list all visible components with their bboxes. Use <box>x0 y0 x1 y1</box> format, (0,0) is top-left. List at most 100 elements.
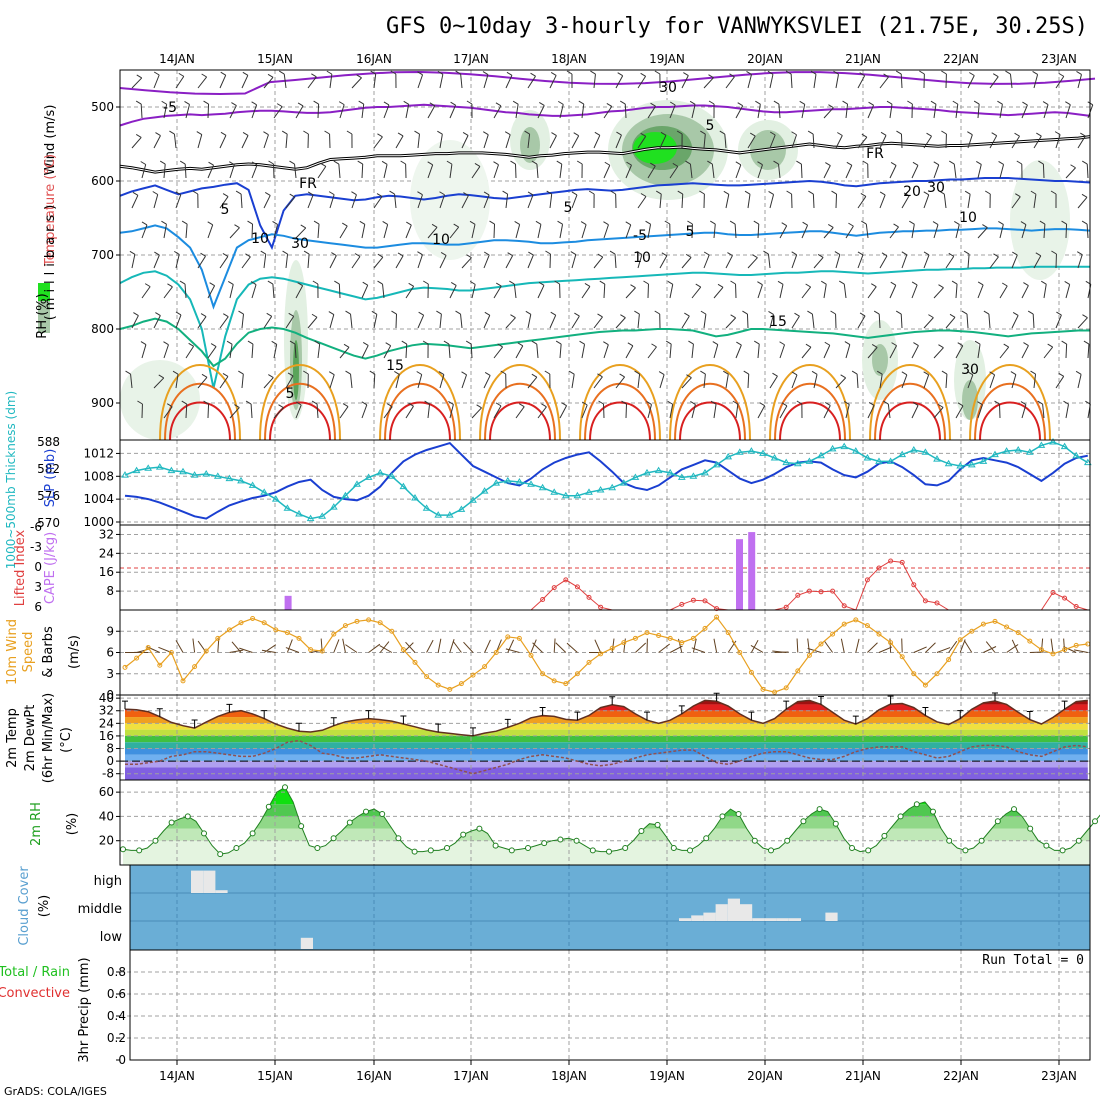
wind-barb <box>251 164 258 179</box>
rh2m-ylabel-1: 2m RH <box>29 802 44 846</box>
wind-barb-flag <box>799 100 805 105</box>
wind-barb-flag <box>222 253 229 257</box>
surface-wind-barb <box>807 638 810 653</box>
wind-barb-flag <box>289 193 296 198</box>
wind-barb-flag <box>736 341 742 346</box>
wind-barb <box>603 224 609 239</box>
wind-barb <box>857 315 866 329</box>
surface-wind-barb <box>285 647 300 653</box>
wind-barb-flag <box>923 371 929 376</box>
wind-barb-flag <box>634 370 640 375</box>
wind-barb <box>383 345 392 359</box>
cape-bar <box>748 532 756 610</box>
wind-barb-flag <box>710 220 716 225</box>
wind-barb <box>263 377 274 389</box>
wind-barb <box>769 134 776 149</box>
surface-wind-barb <box>1050 638 1054 653</box>
thickness-marker <box>225 474 234 482</box>
wind-speed-marker <box>667 635 673 641</box>
surface-wind-barb <box>840 638 845 653</box>
warm-isotherm-loop <box>259 364 341 441</box>
freezing-level-inner <box>119 136 1091 173</box>
wind-barb <box>1087 343 1090 359</box>
wind-barb <box>778 164 781 179</box>
thickness-marker <box>793 459 802 467</box>
wind-barb-flag <box>422 340 429 345</box>
wind-barb <box>955 104 959 119</box>
wind-barb <box>285 134 288 149</box>
wind-barb-flag <box>923 251 930 256</box>
thickness-marker <box>283 504 292 511</box>
wind-barb <box>901 374 908 389</box>
thickness-marker <box>747 447 756 454</box>
wind-barb <box>845 165 853 179</box>
thickness-marker <box>237 476 245 484</box>
wind-barb-flag <box>1012 311 1019 316</box>
wind-barb-flag <box>687 220 693 225</box>
wind-barb-flag <box>1058 72 1065 77</box>
wind-barb-flag <box>886 100 893 105</box>
wind-barb <box>823 405 831 419</box>
wind-barb-flag <box>606 102 613 107</box>
wind-barb <box>449 285 457 299</box>
thickness-marker <box>759 449 767 456</box>
wind-barb <box>865 224 869 239</box>
wind-barb-flag <box>1050 190 1057 195</box>
wind-barb-flag <box>377 253 384 258</box>
wind-barb-flag <box>811 370 818 375</box>
wind-barb <box>713 344 719 359</box>
wind-barb <box>757 284 763 299</box>
wind-barb-flag <box>1065 101 1071 106</box>
wind-speed-marker <box>714 614 720 620</box>
wind-barb <box>625 403 628 419</box>
wind-barb-flag <box>895 70 902 75</box>
wind-barb <box>757 104 761 119</box>
wind-barb <box>977 164 982 179</box>
wind-barb-flag <box>768 191 774 195</box>
wind-barb <box>713 286 724 299</box>
wind-barb <box>449 226 460 239</box>
surface-wind-barb <box>342 638 346 653</box>
wind-barb-flag <box>617 72 623 77</box>
wind-barb <box>845 104 849 119</box>
wind-speed-marker <box>400 647 406 653</box>
wind-barb-flag <box>831 190 837 195</box>
day-label-top: 20JAN <box>747 52 783 66</box>
wind-speed-marker <box>261 620 267 626</box>
wind-barb <box>933 104 937 119</box>
wind-barb-flag <box>842 100 848 105</box>
thickness-marker <box>295 510 303 517</box>
wind-barb <box>867 347 878 359</box>
wind-barb <box>317 224 320 239</box>
wind-barb <box>536 344 539 359</box>
wind-barb <box>1065 343 1068 359</box>
wind-barb <box>889 285 897 299</box>
surface-wind-barb <box>985 641 996 653</box>
thickness-marker <box>898 450 907 458</box>
thickness-marker <box>469 496 477 503</box>
wind-barb <box>251 284 257 299</box>
wind-barb <box>383 224 389 239</box>
wind-barb <box>725 374 729 389</box>
thickness-marker <box>179 467 187 475</box>
wind-speed-marker <box>772 689 778 695</box>
thickness-marker <box>1037 441 1046 448</box>
wind-barb-flag <box>161 220 167 225</box>
wind-speed-marker <box>922 682 928 688</box>
wind-barb <box>461 135 469 149</box>
temp-band <box>125 710 1088 718</box>
precip-ylabels: Total / Rain Convective 3hr Precip (mm) <box>0 957 92 1062</box>
wind-barb-flag <box>837 132 843 136</box>
wind-speed-marker <box>319 648 325 654</box>
wind-barb <box>681 75 689 89</box>
wind-barb-flag <box>719 130 726 135</box>
wind-barb-flag <box>346 130 353 135</box>
wind-barb-flag <box>640 72 646 77</box>
warm-isotherm-loop <box>974 382 1046 441</box>
wind-barb-flag <box>297 282 303 287</box>
wind-barb-flag <box>550 72 557 76</box>
wind-barb <box>887 404 891 419</box>
surface-wind-barb <box>463 641 474 653</box>
surface-wind-barb <box>192 638 196 653</box>
wind-barb <box>813 74 817 89</box>
